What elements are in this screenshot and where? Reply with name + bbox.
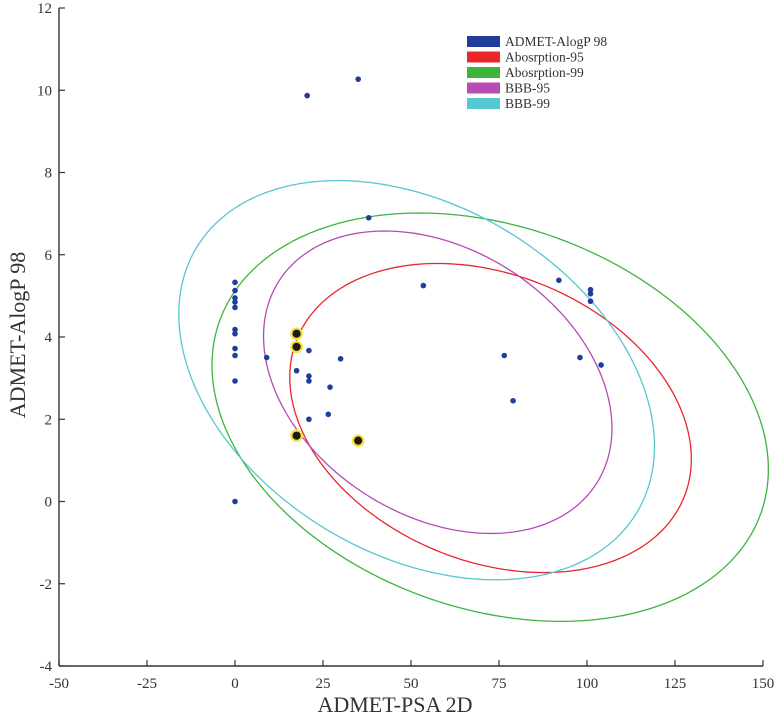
data-point	[232, 345, 238, 352]
y-tick-label: 2	[45, 412, 53, 428]
legend: ADMET-AlogP 98Abosrption-95Abosrption-99…	[467, 34, 607, 111]
points-layer	[232, 76, 604, 505]
axes: -50 -25 0 25 50 75 100 125 150 -4 -2 0 2 4 6 8 10 12	[37, 1, 774, 692]
x-tick-label: 25	[316, 676, 331, 692]
data-point	[556, 277, 562, 284]
legend-swatch	[467, 82, 500, 94]
data-point	[263, 354, 270, 361]
x-tick-label: 75	[492, 676, 507, 692]
data-point	[587, 291, 594, 297]
data-point	[232, 304, 238, 311]
legend-label: Abosrption-99	[505, 65, 584, 80]
data-point	[598, 362, 604, 368]
data-point	[232, 498, 238, 505]
y-tick-label: -2	[40, 577, 53, 593]
y-tick-label: 6	[45, 248, 53, 264]
data-point	[232, 299, 238, 305]
data-point	[232, 295, 238, 301]
data-point	[420, 282, 427, 289]
legend-swatch	[467, 51, 500, 63]
x-tick-label: -25	[137, 676, 157, 692]
x-tick-label: 50	[404, 676, 419, 692]
y-tick-label: 12	[37, 1, 52, 17]
legend-label: ADMET-AlogP 98	[505, 34, 607, 49]
legend-label: BBB-99	[505, 96, 550, 111]
y-tick-label: 4	[45, 330, 53, 346]
highlighted-point	[351, 434, 365, 447]
data-point	[501, 352, 508, 359]
y-tick-label: 10	[37, 83, 52, 99]
highlighted-point	[290, 327, 303, 341]
y-tick-label: 8	[45, 166, 53, 182]
legend-swatch	[467, 36, 500, 47]
data-point	[232, 330, 238, 337]
data-point	[304, 92, 310, 99]
data-point	[232, 352, 238, 359]
data-point	[587, 286, 594, 293]
data-point	[293, 367, 300, 374]
legend-label: Abosrption-95	[505, 50, 584, 65]
x-axis-title: ADMET-PSA 2D	[317, 692, 472, 717]
data-point	[232, 378, 238, 384]
y-tick-label: -4	[40, 659, 53, 675]
y-tick-label: 0	[45, 495, 53, 511]
highlighted-point	[290, 429, 303, 442]
data-point	[306, 373, 312, 379]
ellipse-layer	[178, 179, 770, 623]
data-point	[355, 76, 362, 82]
x-tick-label: 150	[752, 676, 775, 692]
ellipse-abosrption-99	[211, 212, 770, 623]
data-point	[327, 384, 333, 390]
data-point	[232, 326, 238, 333]
y-axis-title: ADMET-AlogP 98	[5, 252, 30, 418]
x-tick-label: 0	[231, 676, 239, 692]
x-tick-label: 125	[664, 676, 687, 692]
data-point	[337, 355, 344, 362]
ellipse-bbb-99	[178, 179, 656, 581]
data-point	[510, 397, 516, 404]
data-point	[306, 378, 312, 384]
x-tick-label: -50	[49, 676, 69, 692]
highlighted-point	[290, 340, 303, 354]
data-point	[306, 416, 312, 423]
data-point	[306, 347, 312, 354]
data-point	[232, 287, 238, 294]
data-point	[365, 214, 372, 221]
legend-swatch	[467, 67, 500, 78]
ellipse-abosrption-95	[289, 262, 692, 574]
data-point	[232, 279, 238, 286]
ellipse-bbb-95	[262, 230, 613, 535]
legend-swatch	[467, 98, 500, 109]
legend-label: BBB-95	[505, 81, 550, 96]
data-point	[587, 298, 594, 305]
data-point	[325, 411, 332, 418]
x-tick-label: 100	[576, 676, 599, 692]
data-point	[577, 354, 583, 361]
